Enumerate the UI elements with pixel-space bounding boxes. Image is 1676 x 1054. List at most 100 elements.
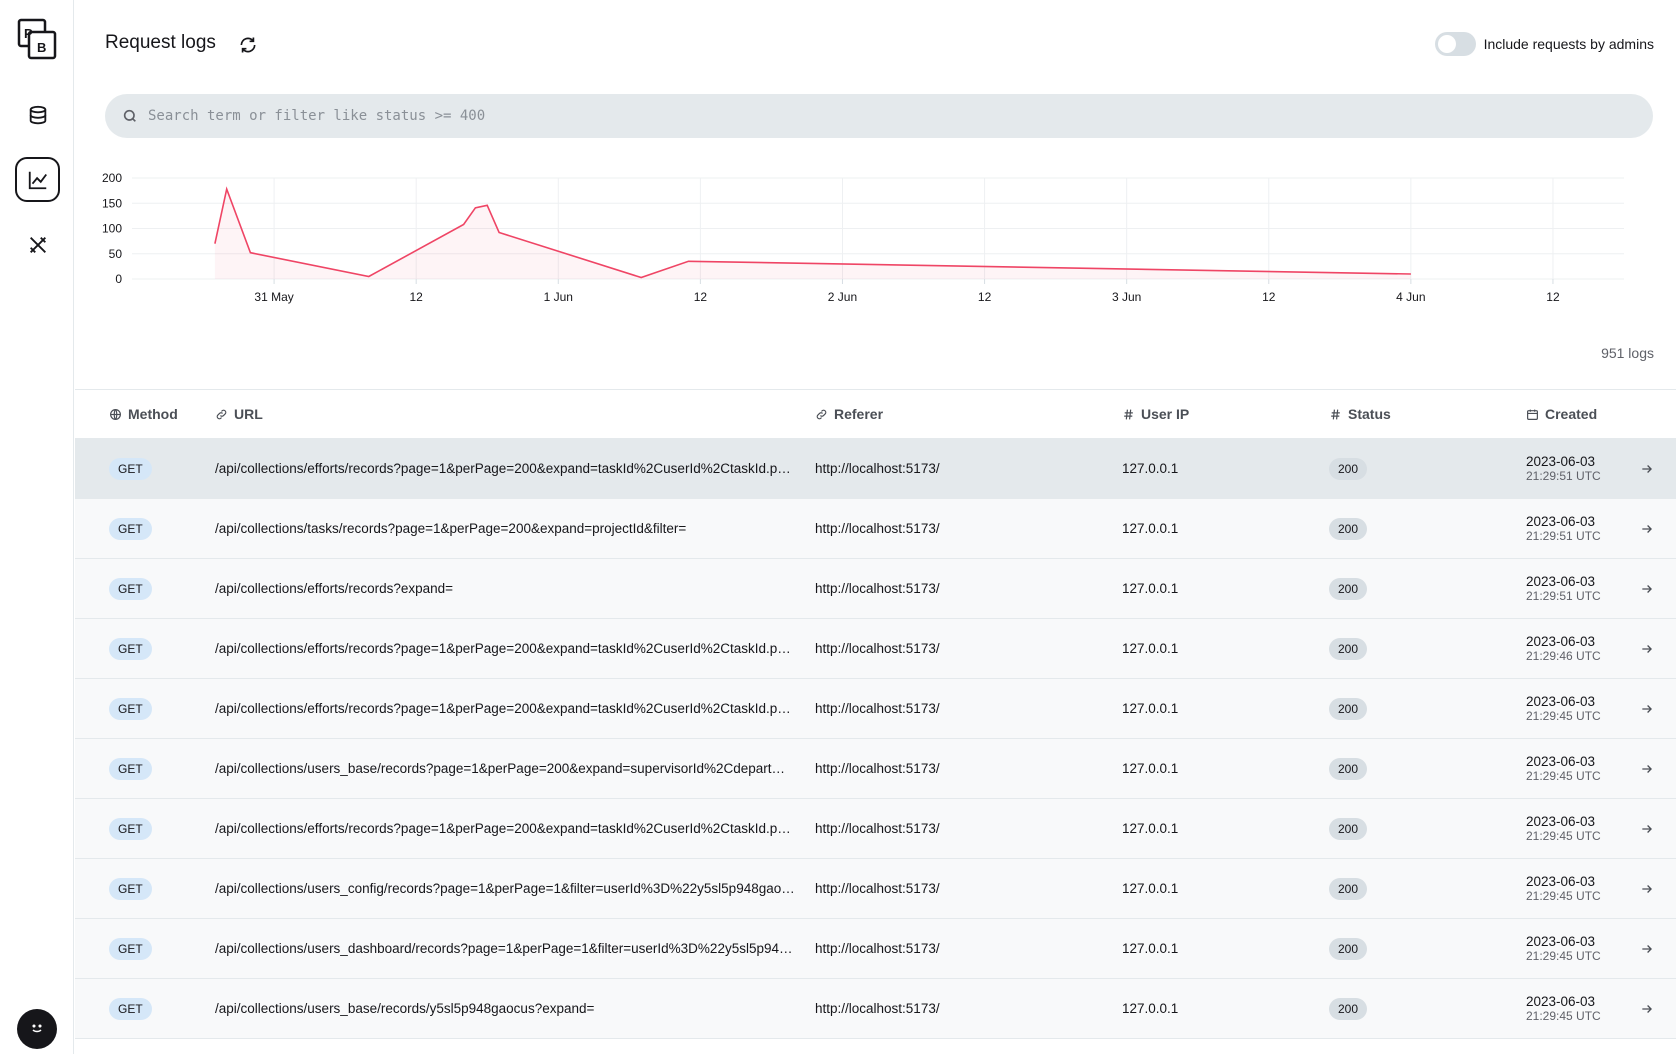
column-header-referer[interactable]: Referer <box>815 390 883 438</box>
user-ip-cell: 127.0.0.1 <box>1122 641 1179 656</box>
created-date: 2023-06-03 <box>1526 574 1596 589</box>
method-badge: GET <box>109 637 152 660</box>
url-cell: /api/collections/users_base/records/y5sl… <box>215 1001 595 1016</box>
created-date: 2023-06-03 <box>1526 994 1596 1009</box>
user-ip-cell: 127.0.0.1 <box>1122 821 1179 836</box>
y-tick-label: 100 <box>102 222 122 236</box>
table-row[interactable]: GET/api/collections/efforts/records?page… <box>75 619 1676 679</box>
calendar-icon <box>1526 408 1539 421</box>
arrow-right-icon[interactable] <box>1640 859 1654 918</box>
column-header-method[interactable]: Method <box>109 390 178 438</box>
arrow-right-icon[interactable] <box>1640 739 1654 798</box>
status-badge: 200 <box>1329 517 1368 540</box>
hash-icon <box>1122 408 1135 421</box>
column-header-status[interactable]: Status <box>1329 390 1391 438</box>
y-tick-label: 50 <box>109 247 123 261</box>
y-tick-label: 200 <box>102 171 122 185</box>
pocketbase-logo[interactable]: P B <box>17 18 57 60</box>
status-badge: 200 <box>1329 937 1368 960</box>
method-badge: GET <box>109 817 152 840</box>
arrow-right-icon[interactable] <box>1640 919 1654 978</box>
avatar[interactable] <box>17 1009 57 1049</box>
arrow-right-icon[interactable] <box>1640 499 1654 558</box>
url-cell: /api/collections/users_config/records?pa… <box>215 881 795 896</box>
table-row[interactable]: GET/api/collections/efforts/records?page… <box>75 679 1676 739</box>
logs-count: 951 logs <box>1601 345 1654 361</box>
user-ip-cell: 127.0.0.1 <box>1122 1001 1179 1016</box>
table-row[interactable]: GET/api/collections/efforts/records?page… <box>75 439 1676 499</box>
arrow-right-icon[interactable] <box>1640 619 1654 678</box>
created-time: 21:29:45 UTC <box>1526 1009 1601 1023</box>
referer-cell: http://localhost:5173/ <box>815 941 940 956</box>
method-badge: GET <box>109 577 152 600</box>
created-date: 2023-06-03 <box>1526 514 1596 529</box>
admin-requests-toggle-wrap: Include requests by admins <box>1434 32 1654 56</box>
referer-cell: http://localhost:5173/ <box>815 821 940 836</box>
arrow-right-icon[interactable] <box>1640 559 1654 618</box>
column-header-label: Created <box>1545 406 1598 422</box>
referer-cell: http://localhost:5173/ <box>815 761 940 776</box>
user-ip-cell: 127.0.0.1 <box>1122 881 1179 896</box>
created-date: 2023-06-03 <box>1526 934 1596 949</box>
column-header-label: User IP <box>1141 406 1190 422</box>
user-ip-cell: 127.0.0.1 <box>1122 461 1179 476</box>
table-row[interactable]: GET/api/collections/users_base/records/y… <box>75 979 1676 1039</box>
created-time: 21:29:51 UTC <box>1526 589 1601 603</box>
sidebar: P B <box>0 0 74 1054</box>
referer-cell: http://localhost:5173/ <box>815 521 940 536</box>
status-badge: 200 <box>1329 817 1368 840</box>
admin-requests-toggle-label[interactable]: Include requests by admins <box>1483 36 1654 52</box>
url-cell: /api/collections/efforts/records?page=1&… <box>215 701 795 716</box>
x-tick-label: 12 <box>1546 290 1560 304</box>
x-tick-label: 12 <box>978 290 992 304</box>
url-cell: /api/collections/users_base/records?page… <box>215 761 795 776</box>
admin-requests-toggle[interactable] <box>1434 32 1476 56</box>
table-row[interactable]: GET/api/collections/users_dashboard/reco… <box>75 919 1676 979</box>
created-date: 2023-06-03 <box>1526 754 1596 769</box>
method-badge: GET <box>109 937 152 960</box>
column-header-label: Status <box>1348 406 1391 422</box>
sidebar-item-settings[interactable] <box>15 222 60 267</box>
created-cell: 2023-06-03 21:29:45 UTC <box>1526 814 1601 843</box>
sidebar-item-collections[interactable] <box>15 93 60 138</box>
status-badge: 200 <box>1329 637 1368 660</box>
table-body: GET/api/collections/efforts/records?page… <box>75 439 1676 1039</box>
series-area <box>214 189 1411 279</box>
created-date: 2023-06-03 <box>1526 454 1596 469</box>
created-cell: 2023-06-03 21:29:45 UTC <box>1526 994 1601 1023</box>
y-tick-label: 0 <box>115 272 122 286</box>
table-row[interactable]: GET/api/collections/users_config/records… <box>75 859 1676 919</box>
search-bar <box>105 94 1653 138</box>
created-cell: 2023-06-03 21:29:51 UTC <box>1526 574 1601 603</box>
database-icon <box>29 105 46 124</box>
method-badge: GET <box>109 457 152 480</box>
referer-cell: http://localhost:5173/ <box>815 881 940 896</box>
created-date: 2023-06-03 <box>1526 634 1596 649</box>
table-row[interactable]: GET/api/collections/users_base/records?p… <box>75 739 1676 799</box>
sidebar-item-logs[interactable] <box>15 157 60 202</box>
status-badge: 200 <box>1329 757 1368 780</box>
column-header-user-ip[interactable]: User IP <box>1122 390 1189 438</box>
x-tick-label: 12 <box>694 290 708 304</box>
search-input[interactable] <box>148 108 1598 124</box>
arrow-right-icon[interactable] <box>1640 979 1654 1038</box>
arrow-right-icon[interactable] <box>1640 439 1654 498</box>
created-cell: 2023-06-03 21:29:51 UTC <box>1526 514 1601 543</box>
arrow-right-icon[interactable] <box>1640 679 1654 738</box>
referer-cell: http://localhost:5173/ <box>815 641 940 656</box>
created-time: 21:29:45 UTC <box>1526 949 1601 963</box>
method-badge: GET <box>109 757 152 780</box>
svg-text:P: P <box>24 26 33 41</box>
column-header-created[interactable]: Created <box>1526 390 1597 438</box>
column-header-url[interactable]: URL <box>215 390 263 438</box>
table-row[interactable]: GET/api/collections/efforts/records?expa… <box>75 559 1676 619</box>
method-badge: GET <box>109 997 152 1020</box>
main-content: Request logs Include requests by admins … <box>75 0 1676 1054</box>
refresh-button[interactable] <box>236 33 260 57</box>
created-time: 21:29:45 UTC <box>1526 769 1601 783</box>
table-row[interactable]: GET/api/collections/tasks/records?page=1… <box>75 499 1676 559</box>
referer-cell: http://localhost:5173/ <box>815 581 940 596</box>
arrow-right-icon[interactable] <box>1640 799 1654 858</box>
table-row[interactable]: GET/api/collections/efforts/records?page… <box>75 799 1676 859</box>
x-tick-label: 3 Jun <box>1112 290 1141 304</box>
